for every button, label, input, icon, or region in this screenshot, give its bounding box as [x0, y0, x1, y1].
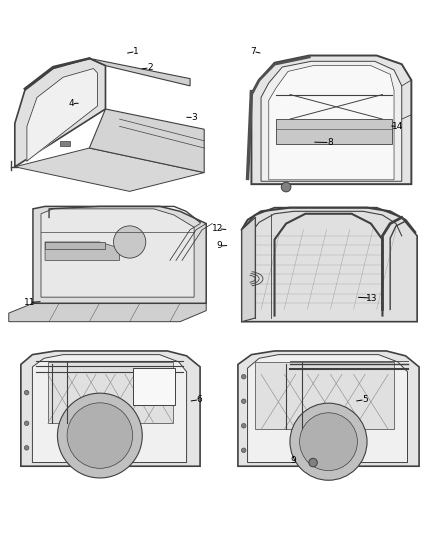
Bar	[255, 362, 394, 430]
Text: 5: 5	[362, 395, 368, 404]
Polygon shape	[89, 59, 190, 86]
Polygon shape	[242, 217, 255, 322]
Polygon shape	[251, 55, 411, 184]
Polygon shape	[89, 109, 204, 173]
Bar	[276, 119, 392, 144]
Circle shape	[241, 448, 246, 453]
Text: 7: 7	[250, 47, 256, 56]
Polygon shape	[45, 242, 120, 260]
Polygon shape	[41, 209, 194, 297]
Bar	[133, 368, 175, 405]
Circle shape	[241, 399, 246, 403]
Polygon shape	[15, 148, 204, 191]
Text: 1: 1	[133, 47, 139, 56]
Polygon shape	[269, 66, 394, 180]
Circle shape	[25, 390, 29, 395]
Text: 14: 14	[392, 122, 403, 131]
Circle shape	[25, 421, 29, 426]
Circle shape	[113, 226, 146, 258]
Circle shape	[241, 374, 246, 379]
Text: 11: 11	[24, 298, 35, 307]
Text: 12: 12	[212, 224, 224, 233]
Polygon shape	[242, 208, 417, 322]
Bar	[48, 362, 173, 423]
Text: 8: 8	[327, 138, 333, 147]
Polygon shape	[247, 354, 407, 463]
Circle shape	[300, 413, 357, 471]
Circle shape	[309, 458, 317, 467]
Polygon shape	[261, 61, 402, 181]
Circle shape	[25, 446, 29, 450]
Polygon shape	[15, 59, 106, 167]
Circle shape	[281, 182, 291, 192]
Polygon shape	[27, 69, 97, 161]
Text: 9: 9	[290, 456, 297, 465]
Bar	[45, 242, 106, 249]
Text: 6: 6	[196, 395, 202, 404]
Circle shape	[67, 403, 133, 469]
Circle shape	[290, 403, 367, 480]
Text: 2: 2	[147, 63, 152, 72]
Text: 9: 9	[216, 241, 222, 251]
Text: 4: 4	[69, 99, 74, 108]
Text: 13: 13	[366, 294, 377, 303]
Circle shape	[241, 423, 246, 428]
Polygon shape	[21, 351, 200, 466]
Polygon shape	[9, 303, 206, 322]
Polygon shape	[32, 354, 187, 463]
Text: 3: 3	[191, 113, 197, 122]
Polygon shape	[238, 351, 419, 466]
Bar	[60, 141, 71, 147]
Circle shape	[57, 393, 142, 478]
Polygon shape	[33, 206, 206, 303]
